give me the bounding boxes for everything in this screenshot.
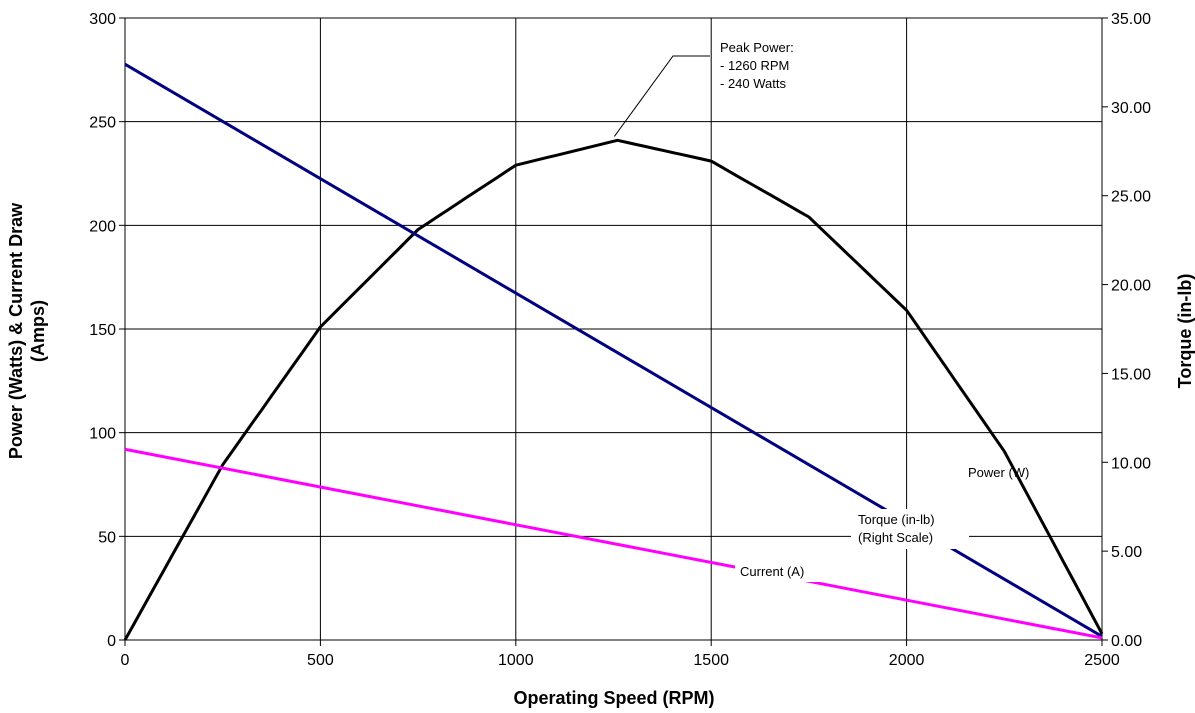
y-left-title-line-2: (Amps) <box>28 300 48 362</box>
y-right-title: Torque (in-lb) <box>1175 274 1195 389</box>
y-left-tick-label: 150 <box>89 322 116 339</box>
peak-annotation-line: - 240 Watts <box>720 76 786 91</box>
y-right-tick-label: 25.00 <box>1111 189 1151 206</box>
series-line-power-w <box>123 138 1104 641</box>
y-right-tick-label: 30.00 <box>1111 100 1151 117</box>
y-left-tick-label: 200 <box>89 218 116 235</box>
x-tick-label: 1000 <box>498 652 534 669</box>
peak-annotation-line: - 1260 RPM <box>720 58 789 73</box>
x-tick-label: 0 <box>121 652 130 669</box>
y-left-title-line-1: Power (Watts) & Current Draw <box>6 202 26 459</box>
annotations: Peak Power: - 1260 RPM - 240 Watts Power (W… <box>614 40 1029 582</box>
y-right-tick-label: 20.00 <box>1111 278 1151 295</box>
x-tick-label: 1500 <box>693 652 729 669</box>
y-right-tick-label: 0.00 <box>1111 633 1142 650</box>
y-left-tick-label: 0 <box>107 633 116 650</box>
series-group <box>123 62 1104 641</box>
peak-annotation-line: Peak Power: <box>720 40 794 55</box>
torque-label-bg <box>851 509 969 549</box>
y-right-tick-label: 35.00 <box>1111 11 1151 28</box>
axes <box>119 17 1108 646</box>
y-right-tick-label: 10.00 <box>1111 455 1151 472</box>
y-right-tick-label: 15.00 <box>1111 366 1151 383</box>
y-left-axis-title: Power (Watts) & Current Draw (Amps) <box>6 202 48 459</box>
current-label-bg <box>735 560 821 582</box>
x-axis-title: Operating Speed (RPM) <box>513 688 714 708</box>
y-right-tick-label: 5.00 <box>1111 544 1142 561</box>
current-series-label: Current (A) <box>740 564 804 579</box>
x-tick-label: 2500 <box>1084 652 1120 669</box>
y-left-tick-label: 300 <box>89 11 116 28</box>
y-left-tick-label: 250 <box>89 115 116 132</box>
y-right-axis-title: Torque (in-lb) <box>1175 274 1195 389</box>
tick-labels: 0 50 100 150 200 250 300 0.00 5.00 10.00 15.00 20.0… <box>89 11 1151 669</box>
series-line-torque-in-lb <box>124 62 1103 638</box>
peak-callout-line <box>614 55 710 137</box>
torque-series-label: (Right Scale) <box>858 530 933 545</box>
y-left-tick-label: 50 <box>98 529 116 546</box>
torque-series-label: Torque (in-lb) <box>858 512 935 527</box>
series-line-current-a <box>124 447 1103 640</box>
power-series-label: Power (W) <box>968 465 1029 480</box>
x-tick-label: 2000 <box>889 652 925 669</box>
x-tick-label: 500 <box>307 652 334 669</box>
y-left-tick-label: 100 <box>89 426 116 443</box>
